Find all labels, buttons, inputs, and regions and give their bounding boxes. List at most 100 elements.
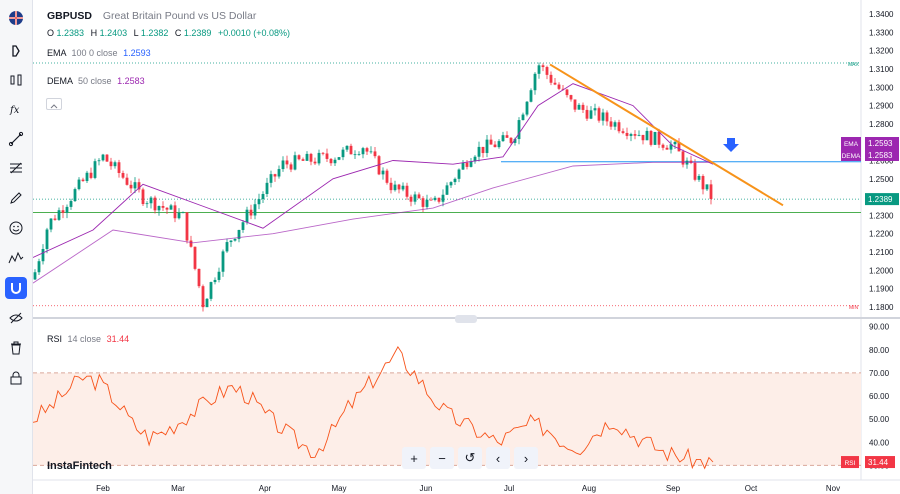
pane-resize-handle[interactable]: [455, 315, 477, 323]
lock-icon[interactable]: [5, 367, 27, 389]
brush-icon[interactable]: [5, 187, 27, 209]
candle-body: [117, 162, 121, 174]
candle-body: [209, 282, 213, 299]
candle-body: [589, 110, 593, 119]
candle-body: [193, 246, 197, 269]
chevron-up-icon: [50, 104, 58, 109]
candle-body: [553, 82, 557, 85]
candle-body: [417, 194, 421, 199]
zoom-out-button[interactable]: −: [430, 447, 454, 469]
ema-legend[interactable]: EMA 100 0 close 1.2593: [47, 48, 151, 58]
symbol-legend: GBPUSD Great Britain Pound vs US Dollar: [47, 10, 256, 22]
candle-body: [365, 148, 369, 152]
candle-body: [397, 184, 401, 190]
candle-body: [141, 189, 145, 205]
trend-line-icon[interactable]: [5, 128, 27, 150]
magnet-icon[interactable]: [5, 277, 27, 299]
emoji-icon[interactable]: [5, 217, 27, 239]
candle-body: [481, 146, 485, 154]
candle-body: [217, 271, 221, 280]
ema-label: EMA: [47, 48, 67, 58]
eye-off-icon[interactable]: [5, 307, 27, 329]
candle-body: [181, 212, 185, 214]
candle-body: [109, 161, 113, 167]
candle-body: [233, 238, 237, 241]
zoom-in-button[interactable]: +: [402, 447, 426, 469]
time-tick-label: Sep: [666, 484, 681, 493]
candle-body: [357, 154, 361, 156]
dema-line[interactable]: [32, 83, 714, 258]
price-tick-label: 1.2500: [869, 175, 894, 184]
pattern-icon[interactable]: [5, 247, 27, 269]
price-tick-label: 1.1900: [869, 285, 894, 294]
candle-body: [681, 151, 685, 165]
fx-icon[interactable]: fx: [5, 98, 27, 120]
last-price-value-text: 1.2389: [868, 195, 893, 204]
rsi-legend[interactable]: RSI 14 close 31.44: [47, 334, 129, 344]
dema-params: 50 close: [78, 76, 112, 86]
dema-legend[interactable]: DEMA 50 close 1.2583: [47, 76, 145, 86]
candle-body: [33, 272, 37, 280]
candle-body: [333, 159, 337, 164]
candle-body: [205, 298, 209, 308]
scroll-right-button[interactable]: ›: [514, 447, 538, 469]
candle-body: [617, 122, 621, 132]
rsi-label: RSI: [47, 334, 63, 344]
candle-body: [185, 212, 189, 241]
candle-body: [473, 156, 477, 162]
scroll-left-button[interactable]: ‹: [486, 447, 510, 469]
candle-body: [65, 206, 69, 213]
price-chart-svg[interactable]: 1.3400 1.3300 1.3200 1.3100 1.3000 1.2900 1.28…: [32, 0, 900, 494]
reset-view-button[interactable]: ↺: [458, 447, 482, 469]
candle-body: [321, 152, 325, 154]
candle-body: [349, 145, 353, 155]
candle-body: [633, 134, 637, 136]
time-tick-label: Jul: [504, 484, 514, 493]
candle-body: [69, 201, 73, 207]
candle-body: [649, 130, 653, 145]
rsi-name-badge: [841, 456, 859, 469]
time-tick-label: Oct: [745, 484, 758, 493]
candle-body: [361, 148, 365, 155]
candle-body: [449, 182, 453, 186]
candle-body: [61, 210, 65, 213]
price-tick-label: 1.2800: [869, 120, 894, 129]
flag-icon[interactable]: [5, 7, 27, 29]
symbol-ticker[interactable]: GBPUSD: [47, 10, 92, 22]
candle-body: [133, 182, 137, 189]
candle-body: [545, 67, 549, 75]
fib-icon[interactable]: [5, 157, 27, 179]
ema-line[interactable]: [32, 161, 713, 284]
trash-icon[interactable]: [5, 337, 27, 359]
candle-body: [269, 174, 273, 183]
rsi-line[interactable]: [32, 346, 714, 470]
candle-body: [637, 134, 641, 136]
candle-body: [657, 131, 661, 145]
time-tick-label: Apr: [259, 484, 272, 493]
candle-body: [325, 153, 329, 159]
rsi-tick-label: 40.00: [869, 438, 890, 447]
candle-body: [665, 147, 669, 150]
down-arrow-icon[interactable]: [723, 138, 739, 152]
candle-body: [137, 182, 141, 190]
candle-body: [529, 90, 533, 102]
candle-body: [701, 176, 705, 190]
high-label: H: [90, 28, 98, 38]
candle-body: [625, 132, 629, 136]
candle-body: [413, 194, 417, 202]
candle-body: [329, 158, 333, 164]
candle-body: [249, 209, 253, 216]
candle-body: [621, 131, 625, 133]
candles-icon[interactable]: [5, 69, 27, 91]
candle-body: [173, 205, 177, 219]
cursor-icon[interactable]: [5, 40, 27, 62]
collapse-legend-button[interactable]: [46, 98, 62, 110]
candle-body: [309, 153, 313, 162]
candle-body: [105, 154, 109, 162]
candle-body: [257, 199, 261, 205]
trend-line[interactable]: [549, 63, 784, 207]
chart-area[interactable]: 1.3400 1.3300 1.3200 1.3100 1.3000 1.2900 1.28…: [32, 0, 900, 494]
open-value: 1.2383: [56, 28, 85, 38]
candle-body: [421, 198, 425, 207]
